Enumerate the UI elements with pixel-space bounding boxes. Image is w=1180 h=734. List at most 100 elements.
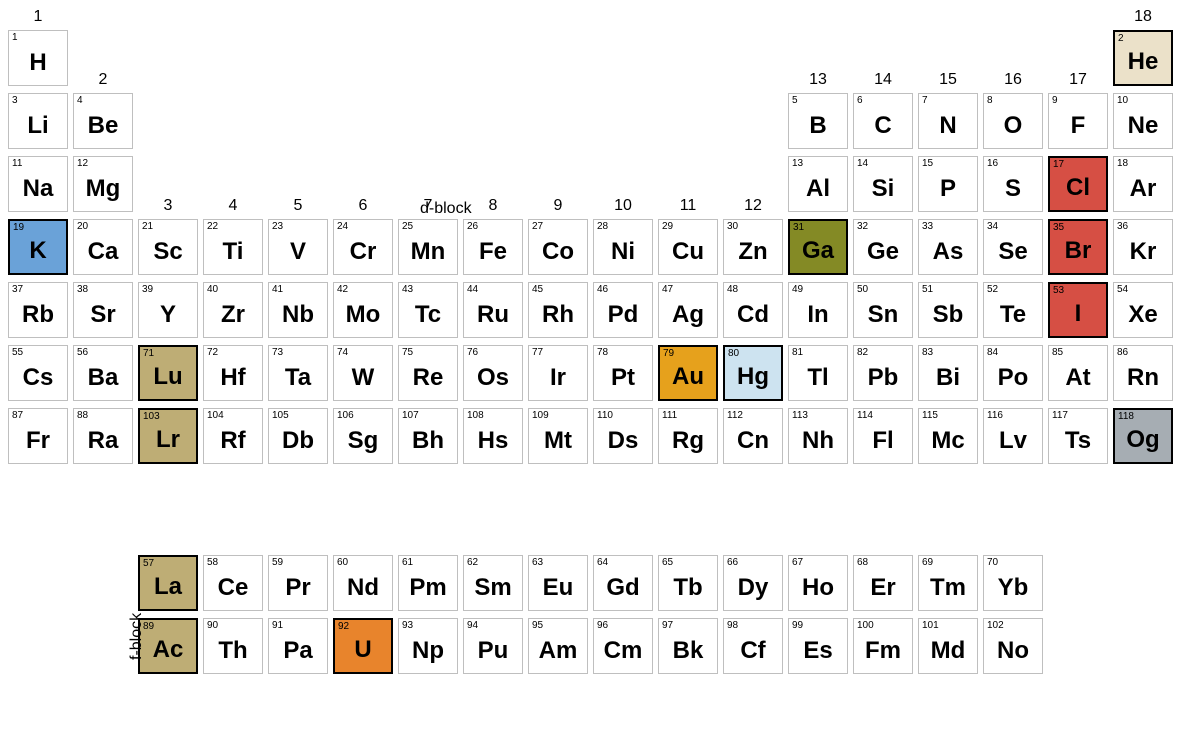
element-cell-zn: 30Zn: [723, 219, 783, 275]
element-cell-kr: 36Kr: [1113, 219, 1173, 275]
group-label-12: 12: [723, 197, 783, 215]
element-symbol: Ds: [594, 427, 652, 455]
element-symbol: Bi: [919, 364, 977, 392]
element-symbol: Pu: [464, 637, 522, 665]
atomic-number: 34: [987, 222, 998, 232]
element-symbol: P: [919, 175, 977, 203]
element-symbol: Sg: [334, 427, 392, 455]
element-cell-og: 118Og: [1113, 408, 1173, 464]
element-symbol: Bk: [659, 637, 717, 665]
atomic-number: 83: [922, 348, 933, 358]
element-symbol: Mg: [74, 175, 132, 203]
element-symbol: Ni: [594, 238, 652, 266]
element-symbol: Mt: [529, 427, 587, 455]
element-cell-ru: 44Ru: [463, 282, 523, 338]
atomic-number: 54: [1117, 285, 1128, 295]
atomic-number: 17: [1053, 160, 1064, 170]
element-cell-na: 11 Na: [8, 156, 68, 212]
element-cell-tm: 69Tm: [918, 555, 978, 611]
atomic-number: 23: [272, 222, 283, 232]
element-cell-nh: 113Nh: [788, 408, 848, 464]
atomic-number: 25: [402, 222, 413, 232]
element-cell-sr: 38Sr: [73, 282, 133, 338]
element-cell-si: 14Si: [853, 156, 913, 212]
element-symbol: Ne: [1114, 112, 1172, 140]
atomic-number: 90: [207, 621, 218, 631]
group-label-1: 1: [8, 8, 68, 26]
atomic-number: 80: [728, 349, 739, 359]
element-symbol: Nb: [269, 301, 327, 329]
element-cell-sc: 21Sc: [138, 219, 198, 275]
element-cell-tc: 43Tc: [398, 282, 458, 338]
element-cell-u: 92U: [333, 618, 393, 674]
element-symbol: La: [140, 573, 196, 601]
element-symbol: Ta: [269, 364, 327, 392]
atomic-number: 97: [662, 621, 673, 631]
atomic-number: 43: [402, 285, 413, 295]
element-cell-cl: 17Cl: [1048, 156, 1108, 212]
element-cell-rn: 86Rn: [1113, 345, 1173, 401]
element-symbol: Ho: [789, 574, 847, 602]
element-symbol: Np: [399, 637, 457, 665]
element-symbol: Rf: [204, 427, 262, 455]
element-cell-gd: 64Gd: [593, 555, 653, 611]
element-symbol: At: [1049, 364, 1107, 392]
atomic-number: 50: [857, 285, 868, 295]
atomic-number: 15: [922, 159, 933, 169]
element-symbol: Tl: [789, 364, 847, 392]
atomic-number: 59: [272, 558, 283, 568]
element-symbol: Al: [789, 175, 847, 203]
atomic-number: 11: [12, 159, 22, 169]
element-symbol: Rb: [9, 301, 67, 329]
element-cell-li: 3Li: [8, 93, 68, 149]
element-cell-es: 99Es: [788, 618, 848, 674]
element-symbol: Zn: [724, 238, 782, 266]
element-cell-ir: 77Ir: [528, 345, 588, 401]
element-cell-ce: 58Ce: [203, 555, 263, 611]
element-symbol: W: [334, 364, 392, 392]
element-cell-er: 68Er: [853, 555, 913, 611]
group-label-15: 15: [918, 71, 978, 89]
element-symbol: Eu: [529, 574, 587, 602]
atomic-number: 95: [532, 621, 543, 631]
element-cell-ho: 67Ho: [788, 555, 848, 611]
element-cell-b: 5B: [788, 93, 848, 149]
element-symbol: Na: [9, 175, 67, 203]
element-symbol: O: [984, 112, 1042, 140]
element-cell-mo: 42Mo: [333, 282, 393, 338]
atomic-number: 55: [12, 348, 23, 358]
group-label-11: 11: [658, 197, 718, 215]
element-cell-yb: 70Yb: [983, 555, 1043, 611]
element-symbol: V: [269, 238, 327, 266]
atomic-number: 76: [467, 348, 478, 358]
atomic-number: 22: [207, 222, 218, 232]
element-symbol: Sb: [919, 301, 977, 329]
element-cell-pa: 91Pa: [268, 618, 328, 674]
atomic-number: 116: [987, 411, 1003, 421]
element-cell-be: 4Be: [73, 93, 133, 149]
element-cell-fm: 100Fm: [853, 618, 913, 674]
element-cell-rf: 104Rf: [203, 408, 263, 464]
element-symbol: Os: [464, 364, 522, 392]
atomic-number: 62: [467, 558, 478, 568]
element-symbol: Ge: [854, 238, 912, 266]
element-symbol: Ac: [140, 636, 196, 664]
element-symbol: Ga: [790, 237, 846, 265]
atomic-number: 41: [272, 285, 283, 295]
atomic-number: 79: [663, 349, 674, 359]
element-cell-po: 84Po: [983, 345, 1043, 401]
block-label-f: f-block: [128, 613, 146, 660]
element-symbol: Th: [204, 637, 262, 665]
element-symbol: Ar: [1114, 175, 1172, 203]
element-cell-s: 16S: [983, 156, 1043, 212]
element-cell-th: 90 Th: [203, 618, 263, 674]
element-symbol: Be: [74, 112, 132, 140]
element-symbol: Fl: [854, 427, 912, 455]
atomic-number: 32: [857, 222, 868, 232]
group-label-10: 10: [593, 197, 653, 215]
atomic-number: 64: [597, 558, 608, 568]
atomic-number: 61: [402, 558, 413, 568]
element-symbol: Zr: [204, 301, 262, 329]
element-cell-ar: 18Ar: [1113, 156, 1173, 212]
element-cell-tb: 65Tb: [658, 555, 718, 611]
